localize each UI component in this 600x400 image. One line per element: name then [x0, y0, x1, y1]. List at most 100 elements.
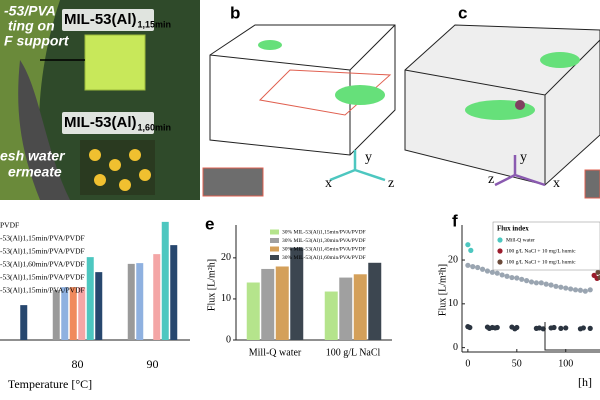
legend-label: 30% MIL-53(Al)1,60min/PVA/PVDF	[282, 254, 366, 261]
label-box	[62, 112, 154, 134]
point	[504, 273, 510, 279]
legend-swatch	[270, 246, 279, 252]
legend-label: -53(Al)1,15min/PVA/PVDF	[0, 234, 85, 243]
point	[509, 274, 515, 281]
label-box	[62, 9, 154, 31]
axis-letter: x	[553, 176, 560, 191]
legend-label: 100 g/L NaCl + 10 mg/L humic	[506, 248, 576, 254]
x-axis-label: Temperature [°C]	[8, 377, 92, 391]
material-label: MIL-53(Al)	[64, 114, 137, 131]
axis-letter: y	[520, 150, 527, 165]
point	[523, 278, 530, 284]
panel-label: c	[458, 3, 467, 22]
point	[519, 276, 525, 282]
bar	[275, 266, 289, 340]
bar	[86, 257, 94, 340]
legend-label: 100 g/L NaCl + 10 mg/L humic	[506, 259, 576, 265]
charts: 80 90 PVDF -53(Al)1,15min/PVA/PVDF -53(Al)1,…	[0, 211, 600, 391]
legend-marker	[497, 237, 503, 243]
y-axis-label: Flux [L/m²h]	[437, 264, 448, 316]
panel-b-image	[200, 0, 400, 200]
axis-letter: z	[488, 172, 494, 187]
point	[467, 324, 473, 331]
x-tick-label: 80	[72, 357, 84, 371]
point	[494, 324, 500, 331]
bar	[95, 272, 103, 340]
overlay-text: esh water	[0, 148, 66, 164]
y-axis-label: Flux [L/m²h]	[206, 259, 217, 311]
point	[533, 280, 539, 286]
bar	[368, 262, 382, 340]
point	[587, 325, 593, 331]
point	[558, 325, 564, 331]
legend-label: 30% MIL-53(Al)1,45min/PVA/PVDF	[282, 245, 366, 252]
bar	[69, 287, 77, 340]
point	[580, 325, 586, 331]
y-tick-label: 0	[453, 342, 458, 353]
legend-swatch	[270, 238, 279, 243]
legend-marker	[497, 248, 503, 254]
point	[538, 280, 544, 286]
bar	[52, 290, 60, 340]
legend-box	[492, 221, 600, 271]
panel-label: e	[205, 214, 214, 233]
point	[536, 325, 542, 331]
legend-label: 30% MIL-53(Al)1,15min/PVA/PVDF	[282, 228, 366, 235]
bar	[324, 291, 338, 340]
bar	[153, 254, 161, 340]
material-subscript: 1,60min	[138, 122, 172, 132]
panel-label: f	[452, 211, 458, 230]
point	[489, 269, 495, 275]
point	[479, 266, 486, 272]
bar	[20, 305, 28, 340]
y-tick-label: 20	[448, 254, 458, 265]
y-tick-label: 20	[221, 252, 231, 263]
x-tick-label: Mill-Q water	[249, 347, 302, 358]
point	[553, 283, 559, 289]
x-tick-label: 90	[147, 357, 159, 371]
point	[514, 324, 520, 331]
point	[548, 282, 554, 288]
point	[572, 287, 579, 293]
axis-letter: y	[365, 150, 372, 165]
bar	[339, 277, 353, 340]
point	[568, 286, 574, 292]
point	[587, 287, 593, 293]
bar	[136, 263, 144, 340]
material-label: MIL-53(Al)	[64, 11, 137, 28]
x-axis-label: [h]	[578, 375, 592, 389]
panel-label: b	[230, 3, 240, 22]
overlay-text: F support	[4, 33, 70, 49]
x-tick-label: 100	[558, 358, 573, 369]
point	[468, 247, 474, 253]
bar	[261, 268, 275, 340]
overlay-text: -53/PVA	[4, 3, 56, 19]
point	[551, 324, 557, 331]
y-tick-label: 10	[221, 293, 231, 304]
x-tick-label: 50	[512, 358, 522, 369]
point	[543, 281, 549, 287]
x-tick-label: 0	[465, 358, 470, 369]
point	[563, 325, 569, 331]
legend-label: -53(Al)1,15min/PVA/PVDF	[0, 273, 85, 282]
point	[597, 274, 600, 281]
point	[465, 242, 471, 248]
overlay-text: ermeate	[8, 164, 62, 180]
bar	[161, 221, 169, 340]
bar	[127, 263, 135, 340]
bar	[353, 274, 367, 340]
legend-title: Flux index	[497, 225, 529, 233]
point	[465, 262, 471, 268]
legend-marker	[497, 259, 503, 265]
point	[582, 288, 588, 294]
legend-swatch	[270, 229, 279, 235]
axis-letter: z	[388, 176, 394, 191]
legend-label: -53(Al)1,60min/PVA/PVDF	[0, 260, 85, 269]
point	[577, 287, 584, 293]
point	[558, 284, 564, 290]
point	[528, 279, 535, 285]
bar	[78, 287, 86, 340]
x-tick-label: 100 g/L NaCl	[326, 347, 381, 358]
